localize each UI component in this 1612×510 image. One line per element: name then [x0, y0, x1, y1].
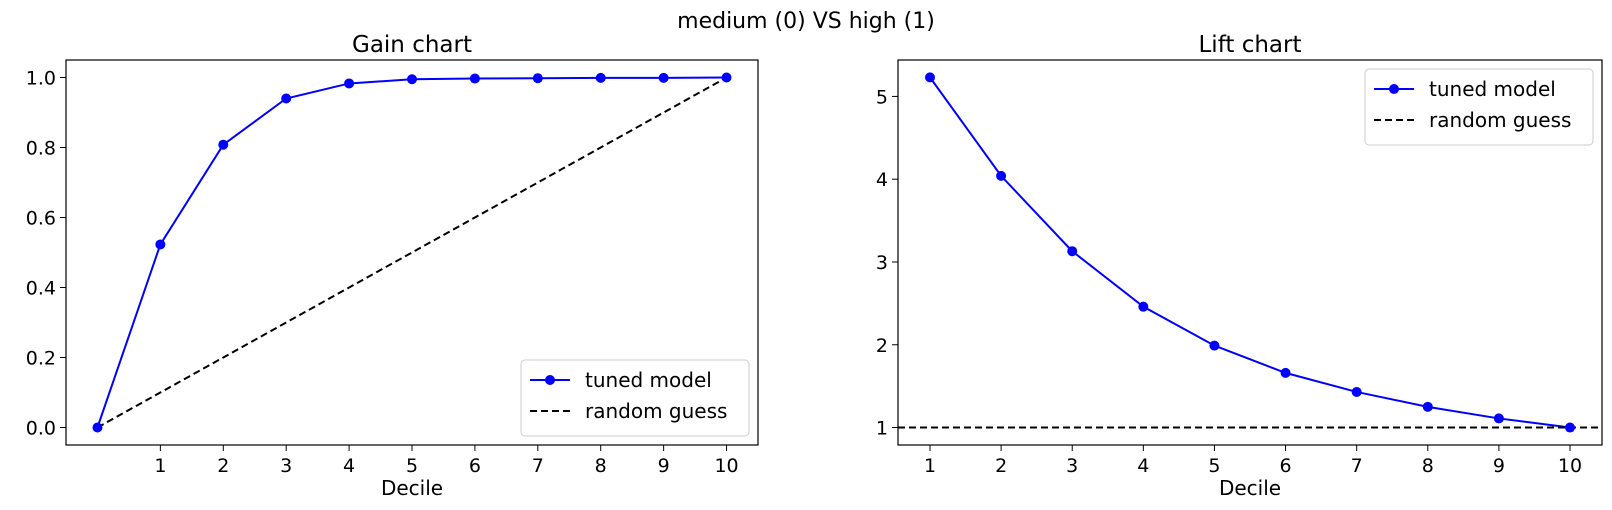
- x-tick-label: 5: [406, 455, 418, 477]
- x-tick-label: 9: [1493, 455, 1505, 477]
- axes-frame: [897, 59, 1603, 446]
- plot-area: [898, 72, 1602, 433]
- data-point: [218, 139, 229, 150]
- legend-entry-label: random guess: [1429, 108, 1571, 132]
- legend-marker: [1389, 84, 1399, 94]
- x-tick-label: 2: [995, 455, 1007, 477]
- figure-suptitle: medium (0) VS high (1): [677, 9, 935, 34]
- gain-chart: Gain chart 1 2 3 4 5 6 7 8 9 10 0.0 0.2 0.4 0.6 0.8 1.0 D…: [26, 32, 759, 500]
- data-point: [721, 72, 732, 83]
- y-tick-label: 2: [876, 335, 888, 357]
- x-tick-label: 3: [280, 455, 292, 477]
- data-point: [469, 73, 480, 84]
- y-tick-label: 3: [876, 252, 888, 274]
- x-tick-label: 7: [1351, 455, 1363, 477]
- x-tick-label: 8: [595, 455, 607, 477]
- x-tick-label: 4: [1137, 455, 1149, 477]
- legend-frame: [1364, 68, 1594, 146]
- x-tick-label: 9: [658, 455, 670, 477]
- legend-frame: [520, 359, 750, 437]
- data-point: [155, 239, 166, 250]
- series-line-tuned-model: [929, 76, 1571, 429]
- data-point: [1138, 301, 1149, 312]
- y-tick-label: 1.0: [26, 68, 56, 90]
- x-tick-label: 1: [154, 455, 166, 477]
- y-tick-label: 0.2: [26, 348, 56, 370]
- x-tick-label: 5: [1208, 455, 1220, 477]
- y-tick-label: 0.0: [26, 418, 56, 440]
- y-tick-label: 1: [876, 418, 888, 440]
- data-point: [1351, 386, 1362, 397]
- chart-title: Gain chart: [352, 32, 472, 58]
- series-line-random-guess: [96, 76, 728, 429]
- x-tick-label: 8: [1422, 455, 1434, 477]
- data-point: [595, 72, 606, 83]
- data-point: [281, 93, 292, 104]
- data-point: [92, 422, 103, 433]
- x-tick-label: 1: [924, 455, 936, 477]
- x-tick-label: 6: [1280, 455, 1292, 477]
- x-tick-label: 4: [343, 455, 355, 477]
- axes-frame: [65, 59, 759, 446]
- data-point: [1565, 422, 1575, 433]
- x-tick-label: 3: [1066, 455, 1078, 477]
- legend: tuned model random guess: [520, 359, 750, 437]
- data-point: [407, 74, 417, 85]
- y-tick-label: 5: [876, 86, 888, 108]
- y-tick-label: 0.8: [26, 138, 56, 160]
- legend-entry-label: random guess: [585, 399, 727, 423]
- data-point: [1067, 246, 1078, 257]
- x-tick-label: 7: [532, 455, 544, 477]
- data-point: [344, 78, 355, 89]
- y-tick-label: 0.4: [26, 278, 56, 300]
- data-point: [658, 72, 669, 83]
- legend: tuned model random guess: [1364, 68, 1594, 146]
- x-tick-label: 2: [217, 455, 229, 477]
- y-tick-label: 0.6: [26, 208, 56, 230]
- chart-title: Lift chart: [1198, 32, 1301, 58]
- data-point: [1493, 413, 1504, 424]
- data-point: [996, 170, 1007, 181]
- legend-entry-label: tuned model: [585, 368, 712, 392]
- data-point: [925, 72, 935, 83]
- data-point: [1280, 367, 1291, 378]
- x-axis-label: Decile: [1219, 476, 1281, 500]
- data-point: [1422, 401, 1433, 412]
- y-tick-label: 4: [876, 169, 888, 191]
- data-point: [1209, 340, 1220, 351]
- x-tick-label: 10: [1558, 455, 1582, 477]
- legend-entry-label: tuned model: [1429, 77, 1556, 101]
- plot-area: [92, 72, 732, 433]
- x-tick-label: 10: [714, 455, 738, 477]
- legend-marker: [545, 375, 555, 385]
- x-tick-label: 6: [469, 455, 481, 477]
- data-point: [532, 73, 543, 84]
- x-axis-label: Decile: [381, 476, 443, 500]
